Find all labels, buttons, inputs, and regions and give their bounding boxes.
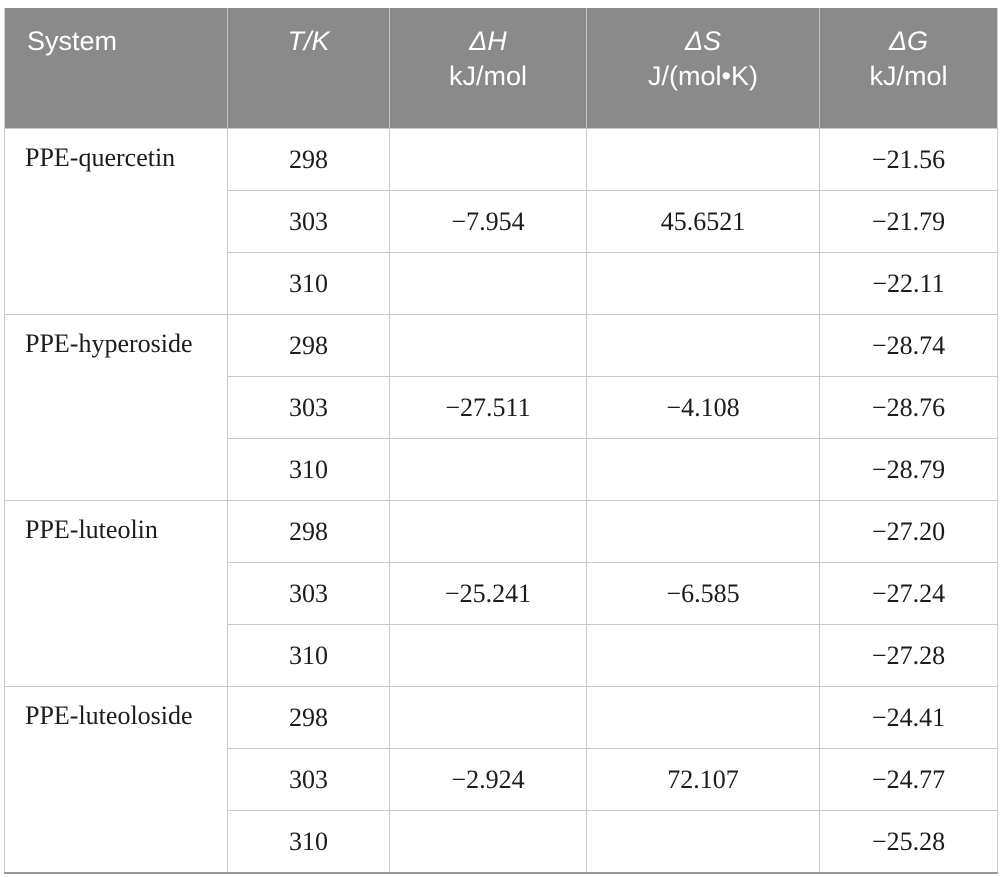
temp-cell: 303 [227,748,390,811]
table-row: PPE-quercetin 298 −21.56 [4,128,998,315]
enthalpy-cell [389,252,587,315]
gibbs-cell: −28.76 [819,376,998,439]
enthalpy-cell [389,686,587,749]
table-row: 310 −22.11 [5,252,998,315]
thermodynamics-table-container: System T/K ΔH kJ/mol ΔS J/(mol•K) ΔG kJ/… [4,8,998,874]
gibbs-cell: −27.24 [819,562,998,625]
gibbs-cell: −24.77 [819,748,998,811]
gibbs-cell: −25.28 [819,810,998,874]
gibbs-cell: −28.79 [819,438,998,501]
entropy-cell [586,128,820,191]
system-name-luteolin: PPE-luteolin [4,500,228,687]
delta-s-symbol: ΔS [684,26,722,56]
temp-cell: 303 [227,190,390,253]
temp-cell: 310 [227,252,390,315]
column-header-gibbs: ΔG kJ/mol [819,8,998,129]
gibbs-cell: −27.28 [819,624,998,687]
delta-g-symbol: ΔG [888,26,929,56]
temp-cell: 310 [227,810,390,874]
enthalpy-cell: −25.241 [389,562,587,625]
entropy-cell [586,314,820,377]
column-header-enthalpy: ΔH kJ/mol [389,8,587,129]
column-header-system: System [4,8,228,129]
table-row: 310 −28.79 [5,438,998,501]
entropy-cell [586,810,820,874]
enthalpy-cell [389,128,587,191]
temp-cell: 298 [227,500,390,563]
gibbs-cell: −22.11 [819,252,998,315]
entropy-cell [586,438,820,501]
enthalpy-cell [389,438,587,501]
header-row: System T/K ΔH kJ/mol ΔS J/(mol•K) ΔG kJ/… [4,8,998,129]
column-header-temperature-label: T/K [287,26,330,56]
temp-cell: 310 [227,438,390,501]
temp-cell: 298 [227,314,390,377]
column-header-temperature: T/K [227,8,390,129]
enthalpy-cell: −27.511 [389,376,587,439]
delta-s-unit: J/(mol•K) [648,61,758,91]
enthalpy-cell [389,624,587,687]
system-name-luteoloside: PPE-luteoloside [4,686,228,874]
delta-h-unit: kJ/mol [448,61,527,91]
gibbs-cell: −28.74 [819,314,998,377]
thermodynamics-table: System T/K ΔH kJ/mol ΔS J/(mol•K) ΔG kJ/… [4,8,998,874]
temp-cell: 303 [227,562,390,625]
entropy-cell [586,252,820,315]
table-row: 303 −2.924 72.107 −24.77 [5,748,998,811]
temp-cell: 310 [227,624,390,687]
entropy-cell: −4.108 [586,376,820,439]
table-row: PPE-luteolin 298 −27.20 [4,500,998,687]
entropy-cell: 72.107 [586,748,820,811]
entropy-cell [586,686,820,749]
table-row: PPE-hyperoside 298 −28.74 [4,314,998,501]
entropy-cell: −6.585 [586,562,820,625]
entropy-cell [586,624,820,687]
delta-g-unit: kJ/mol [869,61,948,91]
temp-cell: 303 [227,376,390,439]
entropy-cell: 45.6521 [586,190,820,253]
temp-cell: 298 [227,128,390,191]
table-row: 303 −7.954 45.6521 −21.79 [5,190,998,253]
temp-cell: 298 [227,686,390,749]
enthalpy-cell: −7.954 [389,190,587,253]
enthalpy-cell [389,314,587,377]
table-row: 303 −27.511 −4.108 −28.76 [5,376,998,439]
delta-h-symbol: ΔH [469,26,507,56]
gibbs-cell: −21.79 [819,190,998,253]
column-header-system-label: System [27,26,118,56]
system-name-hyperoside: PPE-hyperoside [4,314,228,501]
table-row: 310 −27.28 [5,624,998,687]
table-row: 310 −25.28 [5,810,998,874]
enthalpy-cell: −2.924 [389,748,587,811]
table-row: PPE-luteoloside 298 −24.41 [4,686,998,874]
gibbs-cell: −24.41 [819,686,998,749]
enthalpy-cell [389,500,587,563]
system-name-quercetin: PPE-quercetin [4,128,228,315]
gibbs-cell: −21.56 [819,128,998,191]
entropy-cell [586,500,820,563]
column-header-entropy: ΔS J/(mol•K) [586,8,820,129]
gibbs-cell: −27.20 [819,500,998,563]
enthalpy-cell [389,810,587,874]
